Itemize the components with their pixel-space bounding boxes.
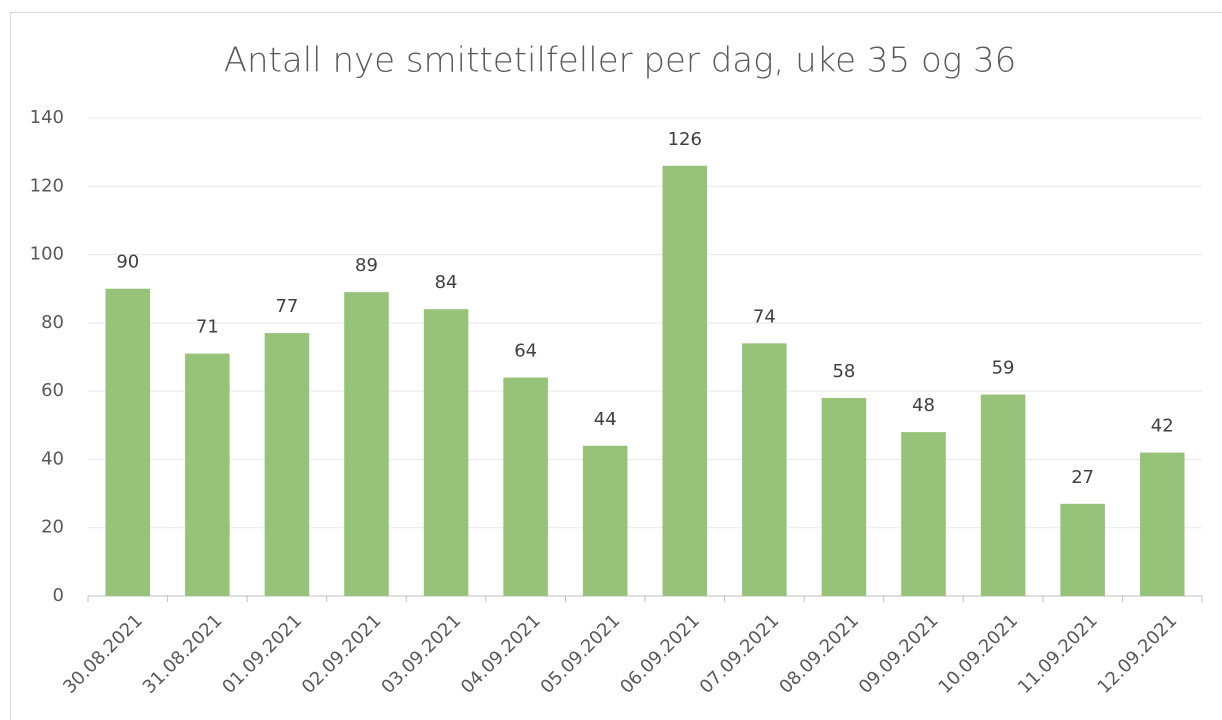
y-tick-label: 140 xyxy=(30,107,64,128)
bar xyxy=(185,353,230,596)
data-label: 84 xyxy=(435,272,458,293)
data-label: 90 xyxy=(116,252,139,273)
y-tick-label: 40 xyxy=(41,448,64,469)
data-label: 59 xyxy=(992,358,1015,379)
y-tick-label: 60 xyxy=(41,380,64,401)
data-label: 126 xyxy=(668,129,702,150)
bar xyxy=(582,445,628,596)
y-tick-label: 120 xyxy=(30,175,64,196)
bar xyxy=(1060,503,1105,596)
data-label: 71 xyxy=(196,317,219,338)
y-tick-label: 80 xyxy=(41,312,64,333)
bar xyxy=(742,343,787,596)
bar xyxy=(980,394,1026,596)
bar xyxy=(423,309,469,596)
data-label: 77 xyxy=(275,296,298,317)
bar xyxy=(1139,452,1185,596)
bar xyxy=(901,432,946,596)
bar xyxy=(662,165,708,597)
bar xyxy=(503,377,548,596)
bar xyxy=(344,292,389,596)
y-tick-label: 20 xyxy=(41,517,64,538)
data-label: 58 xyxy=(832,361,855,382)
y-tick-label: 100 xyxy=(30,244,64,265)
bar xyxy=(821,397,867,596)
data-label: 64 xyxy=(514,340,537,361)
bar xyxy=(264,333,310,596)
bar xyxy=(105,288,151,596)
y-tick-label: 0 xyxy=(53,585,64,606)
chart-title: Antall nye smittetilfeller per dag, uke … xyxy=(224,41,1016,81)
data-label: 44 xyxy=(594,409,617,430)
data-label: 42 xyxy=(1151,416,1174,437)
data-label: 48 xyxy=(912,395,935,416)
data-label: 27 xyxy=(1071,467,1094,488)
data-label: 74 xyxy=(753,306,776,327)
data-label: 89 xyxy=(355,255,378,276)
